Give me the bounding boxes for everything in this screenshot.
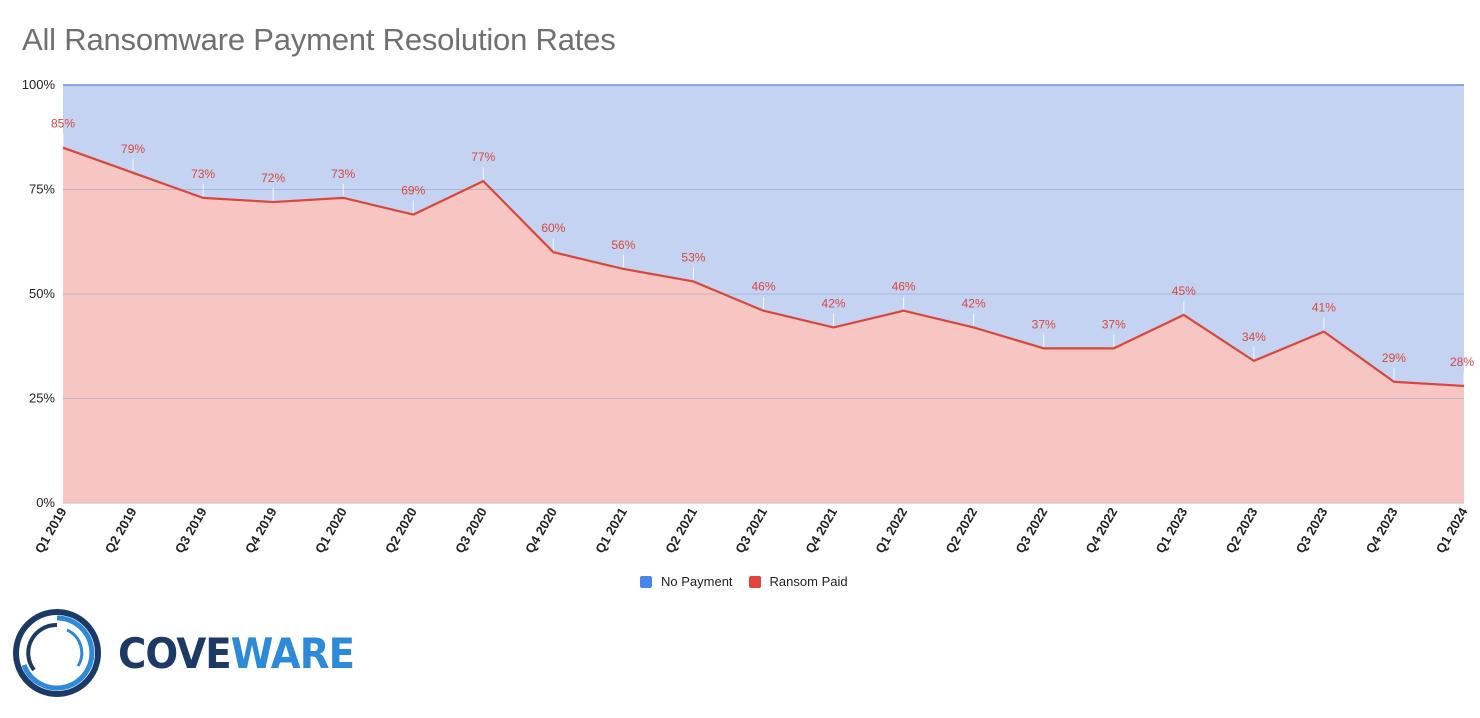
x-tick-label: Q1 2024	[1433, 504, 1471, 555]
data-label: 41%	[1312, 301, 1336, 315]
data-label: 45%	[1172, 284, 1196, 298]
data-label: 60%	[541, 221, 565, 235]
x-tick-label: Q1 2022	[872, 505, 910, 556]
x-tick-label: Q1 2020	[312, 505, 350, 556]
y-tick-label: 75%	[29, 182, 55, 197]
x-tick-label: Q4 2021	[802, 505, 840, 556]
coveware-logo-wordmark: COVEWARE	[118, 628, 355, 678]
legend-label-no-payment: No Payment	[661, 574, 733, 589]
data-label: 85%	[51, 117, 75, 131]
line-ransom-paid	[62, 146, 1465, 388]
x-tick-label: Q3 2020	[452, 505, 490, 556]
data-label: 73%	[331, 167, 355, 181]
legend-swatch-ransom-paid	[748, 575, 761, 588]
legend: No Payment Ransom Paid	[640, 574, 848, 589]
data-label: 73%	[191, 167, 215, 181]
data-label: 42%	[822, 296, 846, 310]
x-tick-label: Q2 2023	[1223, 505, 1261, 556]
x-tick-label: Q2 2020	[382, 505, 420, 556]
legend-swatch-no-payment	[640, 575, 652, 588]
data-label: 56%	[611, 238, 635, 252]
x-tick-label: Q4 2020	[522, 505, 560, 556]
x-tick-label: Q1 2019	[32, 505, 70, 556]
data-label: 72%	[261, 171, 285, 185]
x-tick-label: Q2 2022	[942, 505, 980, 556]
x-tick-label: Q3 2022	[1012, 505, 1050, 556]
x-tick-label: Q1 2023	[1152, 505, 1190, 556]
data-label: 69%	[401, 184, 425, 198]
data-label: 42%	[962, 296, 986, 310]
data-label: 79%	[121, 142, 145, 156]
x-tick-label: Q2 2021	[662, 505, 700, 556]
coveware-logo: COVEWARE	[12, 608, 375, 698]
legend-label-ransom-paid: Ransom Paid	[769, 574, 848, 589]
area-no-payment	[63, 85, 1464, 386]
data-label: 29%	[1382, 351, 1406, 365]
x-tick-label: Q3 2023	[1293, 505, 1331, 556]
logo-text-cove: COVE	[118, 628, 232, 678]
data-label: 37%	[1032, 317, 1056, 331]
data-label: 53%	[681, 250, 705, 264]
chart-title: All Ransomware Payment Resolution Rates	[22, 22, 616, 57]
data-label: 77%	[471, 150, 495, 164]
legend-item-ransom-paid[interactable]: Ransom Paid	[748, 574, 848, 589]
y-tick-label: 0%	[36, 495, 55, 510]
data-label: 46%	[892, 280, 916, 294]
data-label: 37%	[1102, 317, 1126, 331]
x-tick-label: Q4 2023	[1363, 505, 1401, 556]
x-tick-label: Q4 2019	[242, 505, 280, 556]
y-tick-label: 25%	[29, 391, 55, 406]
x-tick-label: Q3 2019	[172, 505, 210, 556]
coveware-logo-icon	[13, 609, 101, 697]
legend-item-no-payment[interactable]: No Payment	[640, 574, 733, 589]
x-tick-label: Q2 2019	[102, 505, 140, 556]
chart-plot: 0% 25% 50% 75% 100% Q1 2019 Q2 2019 Q3 2019 Q4 …	[22, 77, 1475, 556]
area-ransom-paid	[63, 147, 1464, 503]
data-label: 28%	[1450, 355, 1474, 369]
y-tick-label: 100%	[22, 77, 56, 92]
data-label: 34%	[1242, 330, 1266, 344]
x-tick-label: Q1 2021	[592, 505, 630, 556]
x-tick-label: Q4 2022	[1082, 505, 1120, 556]
data-label: 46%	[751, 280, 775, 294]
logo-text-ware: WARE	[230, 628, 355, 678]
x-tick-label: Q3 2021	[732, 505, 770, 556]
y-tick-label: 50%	[29, 286, 55, 301]
